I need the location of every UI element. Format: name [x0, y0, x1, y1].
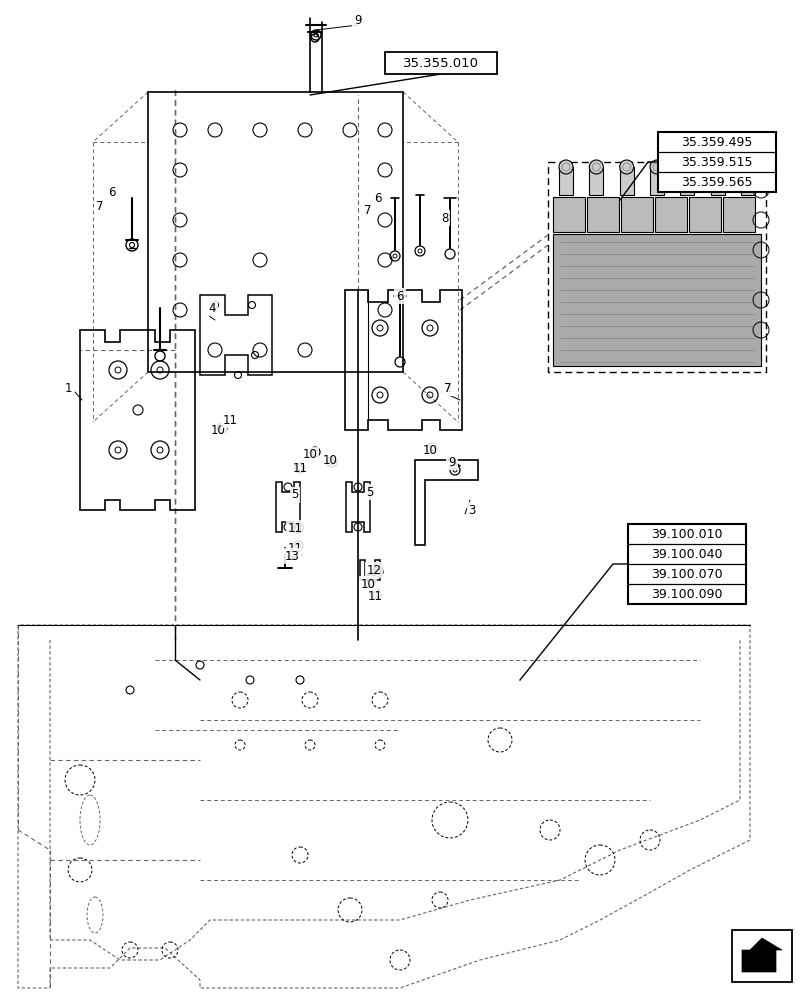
Bar	[731, 930, 791, 982]
Text: 5: 5	[291, 488, 298, 502]
Bar	[657, 132, 775, 192]
Bar	[689, 197, 720, 232]
Text: 10: 10	[210, 424, 225, 436]
Bar	[740, 167, 754, 195]
Text: 13: 13	[284, 550, 299, 562]
Text: 10: 10	[360, 578, 375, 590]
Text: 11: 11	[287, 522, 303, 534]
Bar	[722, 197, 754, 232]
Text: 7: 7	[444, 381, 451, 394]
Text: 5: 5	[366, 486, 373, 498]
Text: 35.359.495: 35.359.495	[680, 136, 752, 149]
Text: 7: 7	[364, 204, 371, 217]
Text: 4: 4	[208, 302, 216, 314]
Bar	[649, 167, 663, 195]
Text: 11: 11	[367, 589, 382, 602]
Text: 9: 9	[354, 14, 362, 27]
Text: 39.100.090: 39.100.090	[650, 587, 722, 600]
Text: 39.100.040: 39.100.040	[650, 548, 722, 560]
Circle shape	[589, 160, 603, 174]
Bar	[620, 197, 652, 232]
Text: 6: 6	[396, 290, 403, 302]
Text: 10: 10	[422, 444, 437, 456]
Circle shape	[619, 160, 633, 174]
Bar	[552, 197, 584, 232]
Circle shape	[680, 160, 693, 174]
Bar	[148, 92, 402, 372]
Bar	[589, 167, 603, 195]
Text: 7: 7	[97, 200, 104, 213]
Bar	[586, 197, 618, 232]
Text: 35.355.010: 35.355.010	[402, 57, 478, 70]
Text: 39.100.010: 39.100.010	[650, 528, 722, 540]
Text: 10: 10	[322, 454, 337, 466]
Text: 8: 8	[440, 212, 448, 225]
Circle shape	[558, 160, 573, 174]
Text: 11: 11	[292, 462, 307, 475]
Text: 3: 3	[468, 504, 475, 516]
Text: 6: 6	[108, 186, 116, 198]
Bar	[654, 197, 686, 232]
Bar	[710, 167, 723, 195]
Text: 35.359.565: 35.359.565	[680, 176, 752, 189]
Bar	[619, 167, 633, 195]
Circle shape	[649, 160, 663, 174]
Polygon shape	[741, 938, 781, 972]
Text: 6: 6	[374, 192, 381, 205]
Text: 11: 11	[287, 542, 303, 554]
Text: 12: 12	[366, 564, 381, 576]
Text: 11: 11	[222, 414, 237, 426]
Circle shape	[740, 160, 754, 174]
Bar	[552, 234, 760, 366]
Bar	[384, 52, 496, 74]
Text: 10: 10	[303, 448, 317, 462]
Circle shape	[710, 160, 723, 174]
Bar	[558, 167, 573, 195]
Text: 9: 9	[448, 456, 455, 468]
Text: 2: 2	[444, 381, 451, 394]
Text: 39.100.070: 39.100.070	[650, 568, 722, 580]
Text: 1: 1	[64, 381, 71, 394]
Bar	[627, 524, 745, 604]
Text: 35.359.515: 35.359.515	[680, 156, 752, 169]
Bar	[680, 167, 693, 195]
